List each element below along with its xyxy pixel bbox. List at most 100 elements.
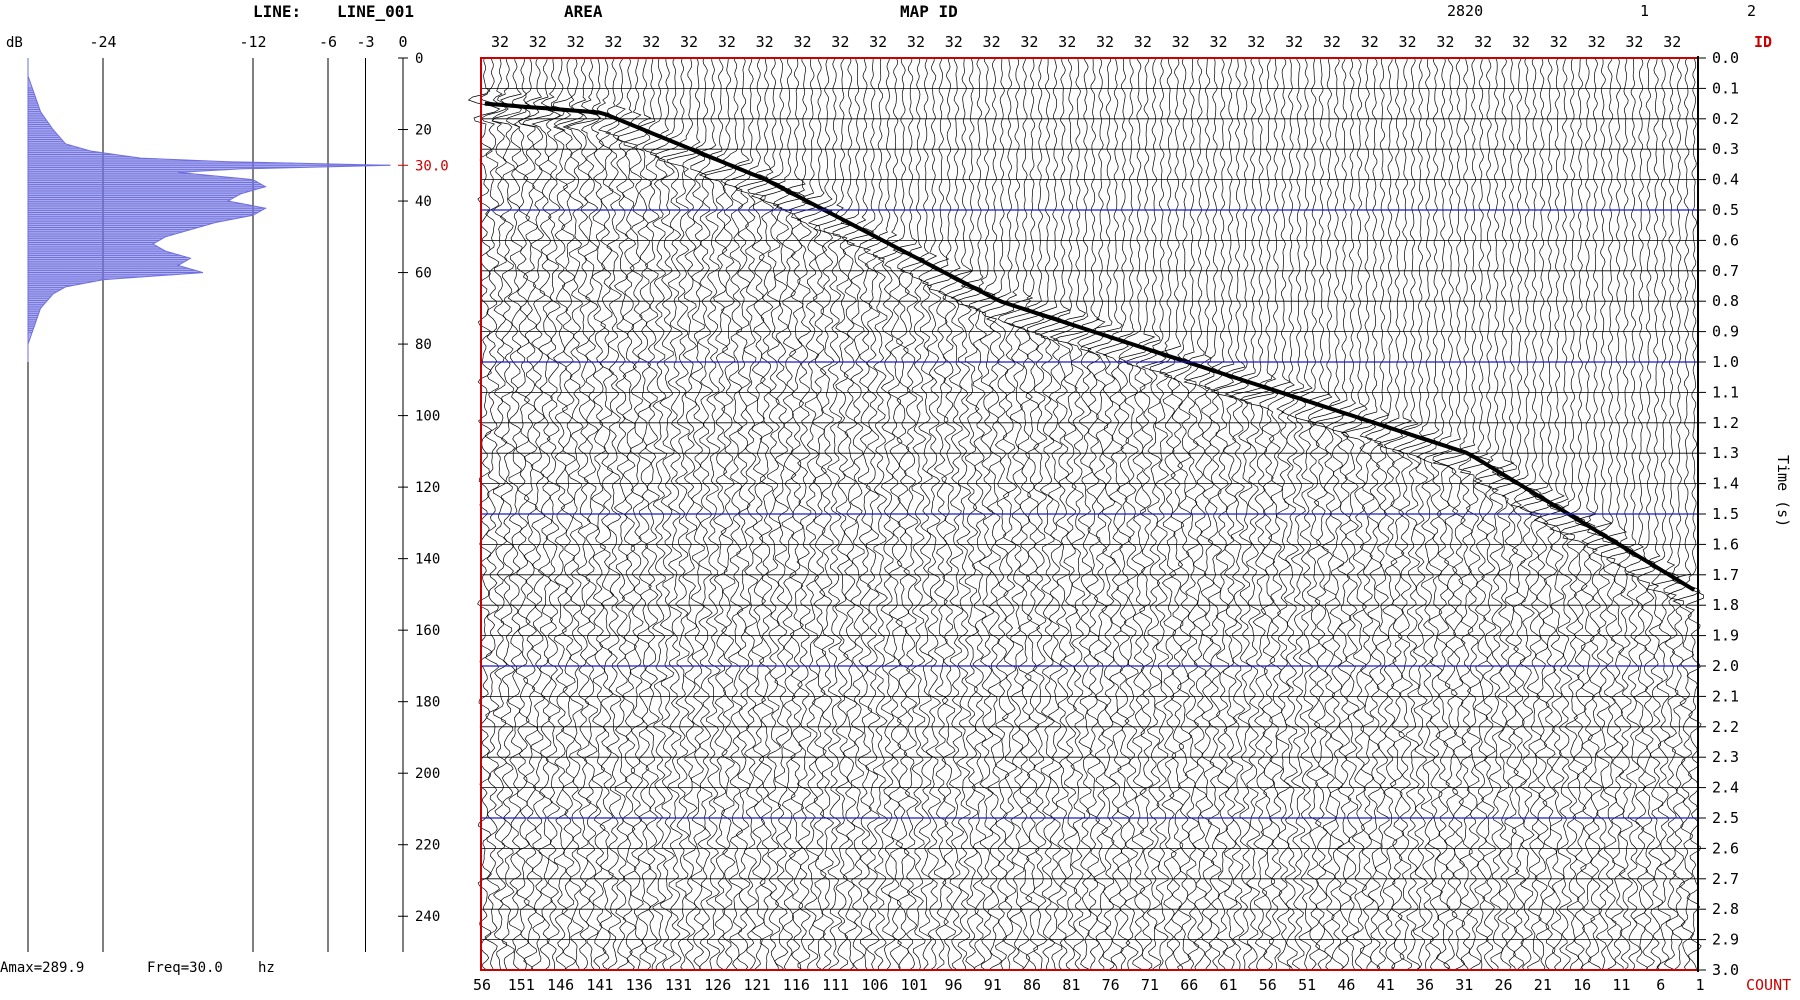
- trace-bottom-label: 36: [1416, 976, 1434, 994]
- trace-top-label: 32: [1323, 33, 1341, 51]
- trace-top-label: 32: [680, 33, 698, 51]
- trace-bottom-label: 56: [473, 976, 491, 994]
- freq-unit: hz: [258, 960, 275, 976]
- trace-bottom-label: 31: [1455, 976, 1473, 994]
- trace-top-label: 32: [642, 33, 660, 51]
- trace-bottom-label: 51: [1298, 976, 1316, 994]
- spectrum-hatch: [28, 87, 391, 334]
- time-tick-label: 0.0: [1712, 49, 1739, 67]
- time-tick-label: 1.8: [1712, 596, 1739, 614]
- line-label: LINE:: [253, 2, 302, 21]
- trace-bottom-label: 131: [665, 976, 692, 994]
- freq-marker-label: 30.0: [415, 158, 449, 174]
- trace-bottom-label: 61: [1219, 976, 1237, 994]
- trace-top-label: 32: [945, 33, 963, 51]
- trace-top-label: 32: [869, 33, 887, 51]
- db-tick-label: -12: [239, 33, 266, 51]
- freq-tick-label: 0: [415, 51, 423, 67]
- trace-top-label: 32: [1474, 33, 1492, 51]
- area-label: AREA: [564, 2, 603, 21]
- trace-top-label: 32: [1209, 33, 1227, 51]
- time-tick-label: 0.1: [1712, 79, 1739, 97]
- trace-top-label: 32: [1285, 33, 1303, 51]
- trace-bottom-label: 121: [743, 976, 770, 994]
- time-tick-label: 2.3: [1712, 748, 1739, 766]
- trace-top-label: 32: [1172, 33, 1190, 51]
- time-tick-label: 0.5: [1712, 201, 1739, 219]
- trace-top-label: 32: [567, 33, 585, 51]
- db-tick-label: -24: [89, 33, 116, 51]
- freq-tick-label: 220: [415, 838, 440, 854]
- time-tick-label: 0.6: [1712, 231, 1739, 249]
- time-tick-label: 2.9: [1712, 931, 1739, 949]
- trace-bottom-label: 141: [586, 976, 613, 994]
- freq-tick-label: 200: [415, 766, 440, 782]
- time-axis-label: Time (s): [1774, 455, 1792, 527]
- time-tick-label: 2.0: [1712, 657, 1739, 675]
- trace-top-label: 32: [1550, 33, 1568, 51]
- trace-bottom-label: 66: [1180, 976, 1198, 994]
- freq-tick-label: 120: [415, 480, 440, 496]
- trace-top-label: 32: [1096, 33, 1114, 51]
- db-tick-label: -6: [319, 33, 337, 51]
- time-tick-label: 1.2: [1712, 414, 1739, 432]
- time-tick-label: 0.9: [1712, 323, 1739, 341]
- trace-top-label: 32: [718, 33, 736, 51]
- time-tick-label: 1.7: [1712, 566, 1739, 584]
- freq-tick-label: 140: [415, 552, 440, 568]
- freq-tick-label: 240: [415, 909, 440, 925]
- trace-bottom-label: 151: [508, 976, 535, 994]
- freq-readout: Freq=30.0: [147, 960, 223, 976]
- time-tick-label: 2.8: [1712, 900, 1739, 918]
- freq-tick-label: 180: [415, 695, 440, 711]
- time-tick-label: 2.1: [1712, 687, 1739, 705]
- time-tick-label: 0.8: [1712, 292, 1739, 310]
- trace-bottom-label: 1: [1695, 976, 1704, 994]
- trace-bottom-label: 56: [1259, 976, 1277, 994]
- time-tick-label: 3.0: [1712, 961, 1739, 979]
- trace-bottom-label: 81: [1062, 976, 1080, 994]
- time-tick-label: 2.2: [1712, 718, 1739, 736]
- db-tick-label: -3: [356, 33, 374, 51]
- time-tick-label: 2.6: [1712, 839, 1739, 857]
- id-label: ID: [1754, 33, 1772, 51]
- trace-top-label: 32: [756, 33, 774, 51]
- trace-top-label: 32: [604, 33, 622, 51]
- time-tick-label: 2.5: [1712, 809, 1739, 827]
- trace-top-label: 32: [1020, 33, 1038, 51]
- time-tick-label: 1.0: [1712, 353, 1739, 371]
- trace-bottom-label: 6: [1656, 976, 1665, 994]
- trace-bottom-label: 116: [783, 976, 810, 994]
- trace-bottom-label: 16: [1573, 976, 1591, 994]
- trace-top-label: 32: [1663, 33, 1681, 51]
- header-value-1: 1: [1640, 2, 1650, 20]
- time-tick-label: 2.7: [1712, 870, 1739, 888]
- trace-bottom-label: 41: [1377, 976, 1395, 994]
- time-tick-label: 0.2: [1712, 110, 1739, 128]
- trace-top-label: 32: [983, 33, 1001, 51]
- trace-top-label: 32: [1588, 33, 1606, 51]
- freq-tick-label: 60: [415, 266, 432, 282]
- trace-top-label: 32: [831, 33, 849, 51]
- trace-top-label: 32: [1625, 33, 1643, 51]
- trace-top-label: 32: [793, 33, 811, 51]
- time-tick-label: 0.3: [1712, 140, 1739, 158]
- trace-top-label: 32: [1058, 33, 1076, 51]
- trace-top-label: 32: [1134, 33, 1152, 51]
- trace-top-label: 32: [491, 33, 509, 51]
- trace-bottom-label: 146: [547, 976, 574, 994]
- trace-bottom-label: 91: [984, 976, 1002, 994]
- trace-top-label: 32: [529, 33, 547, 51]
- header-value-2: 2: [1747, 2, 1757, 20]
- time-tick-label: 1.5: [1712, 505, 1739, 523]
- trace-top-label: 32: [1247, 33, 1265, 51]
- trace-bottom-label: 86: [1023, 976, 1041, 994]
- amax-readout: Amax=289.9: [0, 960, 85, 976]
- first-break-event: [484, 101, 1696, 592]
- line-value: LINE_001: [337, 2, 415, 21]
- time-tick-label: 0.7: [1712, 262, 1739, 280]
- trace-bottom-label: 26: [1495, 976, 1513, 994]
- db-axis-label: dB: [6, 35, 23, 51]
- trace-bottom-label: 46: [1337, 976, 1355, 994]
